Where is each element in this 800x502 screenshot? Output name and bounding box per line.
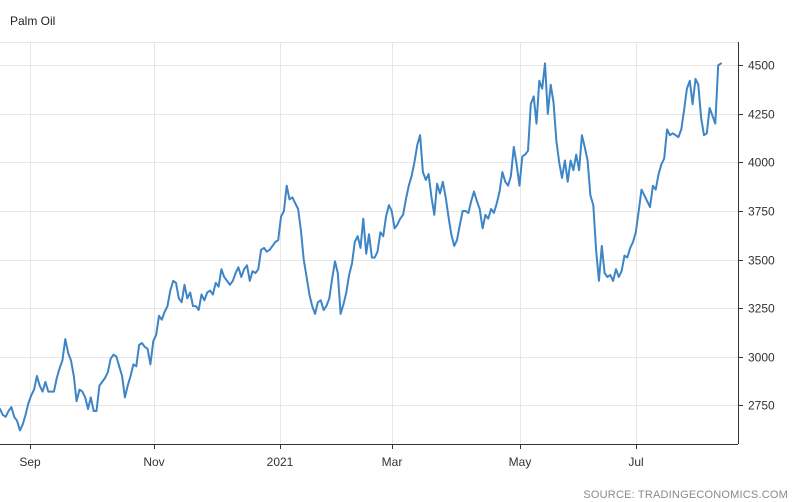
plot-area bbox=[0, 62, 722, 432]
y-tick-label: 3000 bbox=[748, 351, 775, 365]
source-label: SOURCE: TRADINGECONOMICS.COM bbox=[583, 489, 788, 501]
chart-title: Palm Oil bbox=[10, 14, 55, 28]
y-tick-label: 4000 bbox=[748, 156, 775, 170]
price-series-line bbox=[0, 62, 722, 432]
x-tick-label: Mar bbox=[382, 455, 403, 469]
y-tick-label: 4250 bbox=[748, 108, 775, 122]
x-tick-label: Jul bbox=[628, 455, 643, 469]
gridlines bbox=[0, 42, 738, 444]
x-tick-label: May bbox=[509, 455, 532, 469]
y-tick-label: 2750 bbox=[748, 399, 775, 413]
axes: 2750 3000 3250 3500 3750 4000 4250 4500 Sep Nov 20… bbox=[0, 42, 775, 469]
y-tick-label: 4500 bbox=[748, 59, 775, 73]
x-tick-label: Sep bbox=[19, 455, 41, 469]
y-tick-label: 3500 bbox=[748, 254, 775, 268]
x-tick-label: Nov bbox=[143, 455, 164, 469]
y-tick-label: 3250 bbox=[748, 302, 775, 316]
x-tick-label: 2021 bbox=[267, 455, 294, 469]
y-tick-label: 3750 bbox=[748, 205, 775, 219]
